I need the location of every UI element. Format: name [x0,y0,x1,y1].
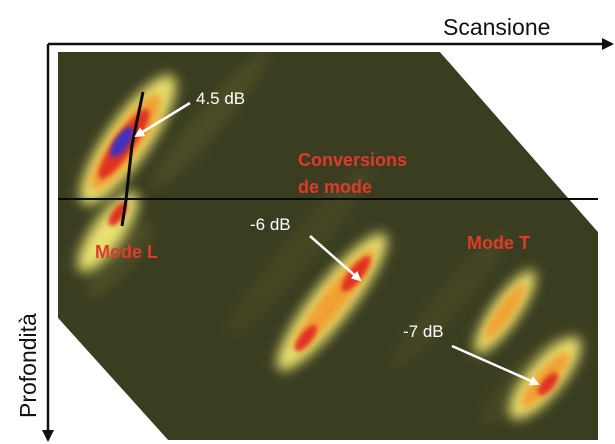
conversion-label-line1: Conversions [298,150,407,170]
arrow-peak-l [134,101,191,138]
depth-axis-label: Profondità [15,313,41,418]
peak-l-db-label: 4.5 dB [196,89,245,108]
peak-t-db-label: -7 dB [403,322,444,341]
scan-axis-label: Scansione [443,14,550,40]
mode-t-label: Mode T [467,233,530,253]
mode-l-label: Mode L [95,242,158,262]
mode-l-trace-line [120,91,145,227]
background-texture [86,52,561,427]
mode-t-lower-echo [508,336,582,420]
arrow-peak-mid [309,235,362,282]
peak-mid-db-label: -6 dB [250,215,291,234]
conversion-label-line2: de mode [298,177,372,197]
mode-t-echo [474,270,536,354]
arrow-peak-t [451,344,540,386]
